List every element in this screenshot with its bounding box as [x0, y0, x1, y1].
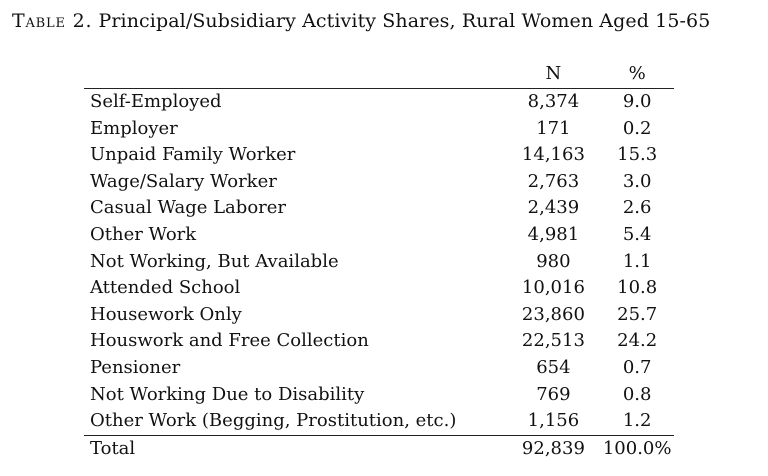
row-count: 4,981	[527, 223, 580, 245]
table-row: Unpaid Family Worker 14,163 15.3	[84, 142, 674, 169]
table-title: Principal/Subsidiary Activity Shares, Ru…	[98, 10, 711, 32]
table-row: Other Work 4,981 5.4	[84, 222, 674, 249]
row-count: 769	[536, 383, 571, 405]
row-count: 2,439	[527, 197, 580, 219]
row-percent: 0.7	[622, 356, 652, 378]
row-percent: 3.0	[622, 170, 652, 192]
table-row: Employer 171 0.2	[84, 116, 674, 143]
row-percent: 5.4	[622, 223, 652, 245]
row-count: 980	[536, 250, 571, 272]
row-count: 1,156	[527, 410, 580, 432]
row-category: Pensioner	[90, 356, 181, 378]
header-row: N %	[84, 60, 674, 89]
row-percent: 24.2	[617, 330, 658, 352]
table-row: Not Working, But Available 980 1.1	[84, 249, 674, 276]
row-category: Self-Employed	[90, 91, 222, 112]
header-n: N	[506, 60, 601, 89]
row-percent: 1.2	[622, 410, 652, 432]
row-percent: 0.8	[622, 383, 652, 405]
total-percent: 100.0%	[600, 434, 674, 463]
row-category: Other Work	[90, 223, 197, 245]
table-row: Self-Employed 8,374 9.0	[84, 89, 674, 116]
table-row: Attended School 10,016 10.8	[84, 275, 674, 302]
row-category: Houswork and Free Collection	[90, 330, 369, 352]
table-row: Pensioner 654 0.7	[84, 355, 674, 382]
header-percent: %	[600, 60, 674, 89]
row-category: Wage/Salary Worker	[90, 170, 277, 192]
table-row: Other Work (Begging, Prostitution, etc.)…	[84, 408, 674, 435]
header-category	[84, 60, 507, 89]
table-number: Table 2.	[12, 10, 93, 32]
row-count: 14,163	[521, 144, 585, 166]
row-category: Not Working, But Available	[90, 250, 339, 272]
row-percent: 25.7	[617, 303, 658, 325]
table-row: Not Working Due to Disability 769 0.8	[84, 382, 674, 409]
total-count: 92,839	[506, 434, 601, 463]
table-row: Housework Only 23,860 25.7	[84, 302, 674, 329]
row-percent: 9.0	[622, 91, 652, 112]
row-count: 10,016	[521, 277, 585, 299]
row-category: Unpaid Family Worker	[90, 144, 296, 166]
table-row: Houswork and Free Collection 22,513 24.2	[84, 328, 674, 355]
row-percent: 1.1	[622, 250, 652, 272]
row-percent: 15.3	[617, 144, 658, 166]
total-label: Total	[84, 434, 507, 463]
row-category: Attended School	[90, 277, 241, 299]
row-count: 23,860	[521, 303, 585, 325]
total-row: Total 92,839 100.0%	[84, 434, 674, 463]
row-percent: 10.8	[617, 277, 658, 299]
row-count: 22,513	[521, 330, 585, 352]
row-count: 8,374	[527, 91, 580, 112]
table-row: Casual Wage Laborer 2,439 2.6	[84, 195, 674, 222]
table-caption: Table 2. Principal/Subsidiary Activity S…	[12, 10, 710, 32]
row-count: 654	[536, 356, 571, 378]
table-row: Wage/Salary Worker 2,763 3.0	[84, 169, 674, 196]
row-percent: 2.6	[622, 197, 652, 219]
row-category: Casual Wage Laborer	[90, 197, 287, 219]
row-count: 171	[536, 117, 571, 139]
row-percent: 0.2	[622, 117, 652, 139]
row-category: Housework Only	[90, 303, 242, 325]
row-category: Other Work (Begging, Prostitution, etc.)	[90, 410, 457, 432]
row-count: 2,763	[527, 170, 580, 192]
row-category: Not Working Due to Disability	[90, 383, 365, 405]
activity-shares-table: N % Self-Employed 8,374 9.0 Employer 171…	[84, 60, 674, 463]
row-category: Employer	[90, 117, 178, 139]
